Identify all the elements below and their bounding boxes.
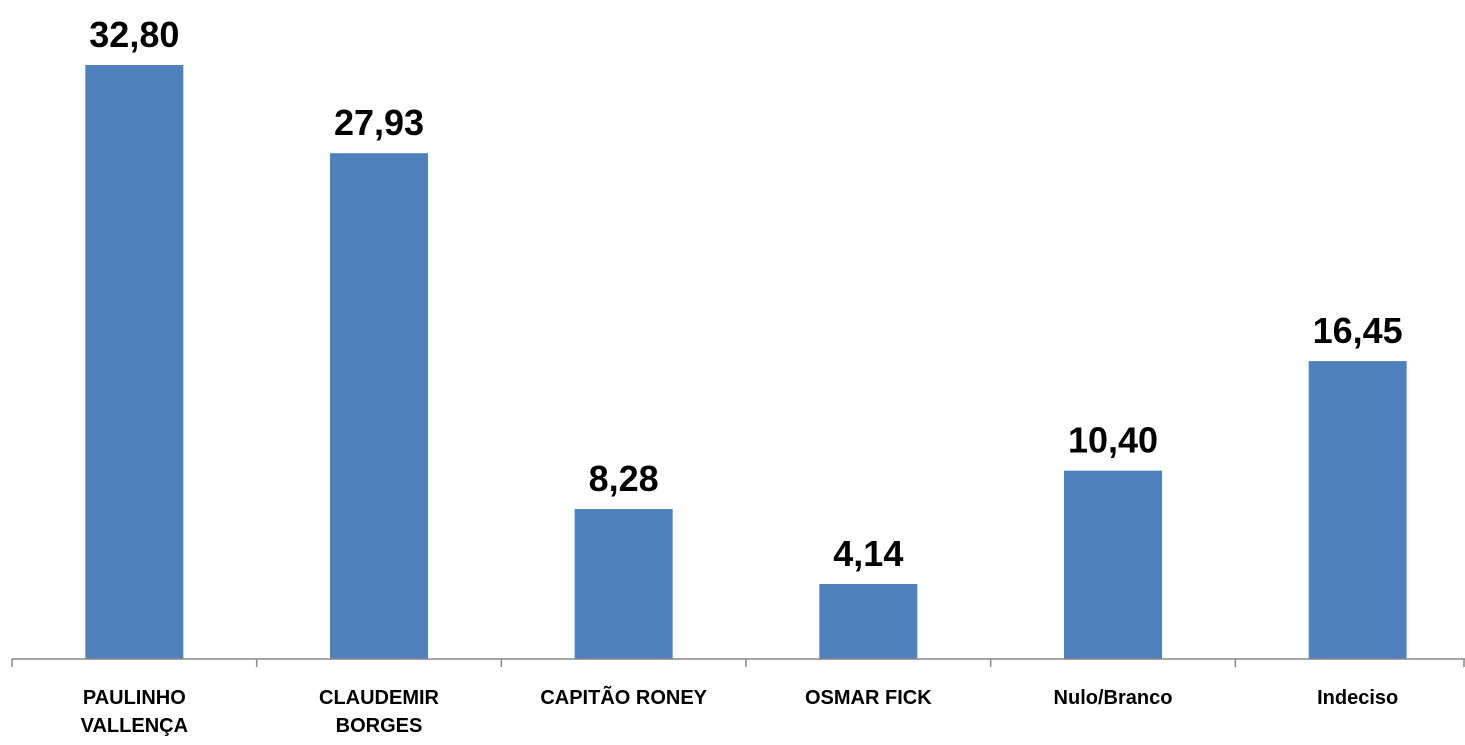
- x-tick-label: PAULINHO VALLENÇA: [80, 687, 189, 737]
- x-tick-label: CLAUDEMIR BORGES: [319, 687, 439, 737]
- value-label: 16,45: [1313, 310, 1403, 351]
- value-label: 8,28: [589, 458, 659, 499]
- bar: [574, 509, 673, 659]
- bar: [1308, 361, 1407, 659]
- x-tick-label: Nulo/Branco: [1053, 687, 1173, 709]
- value-label: 4,14: [833, 533, 903, 574]
- x-tick-label: CAPITÃO RONEY: [540, 687, 707, 709]
- value-label: 27,93: [334, 102, 424, 143]
- value-label: 10,40: [1068, 420, 1158, 461]
- x-tick-label: Indeciso: [1317, 687, 1399, 709]
- bar: [1064, 470, 1162, 659]
- bar: [819, 584, 918, 659]
- value-label: 32,80: [89, 14, 179, 55]
- x-tick-label: OSMAR FICK: [804, 687, 932, 709]
- bar: [85, 65, 184, 659]
- bar: [330, 153, 428, 659]
